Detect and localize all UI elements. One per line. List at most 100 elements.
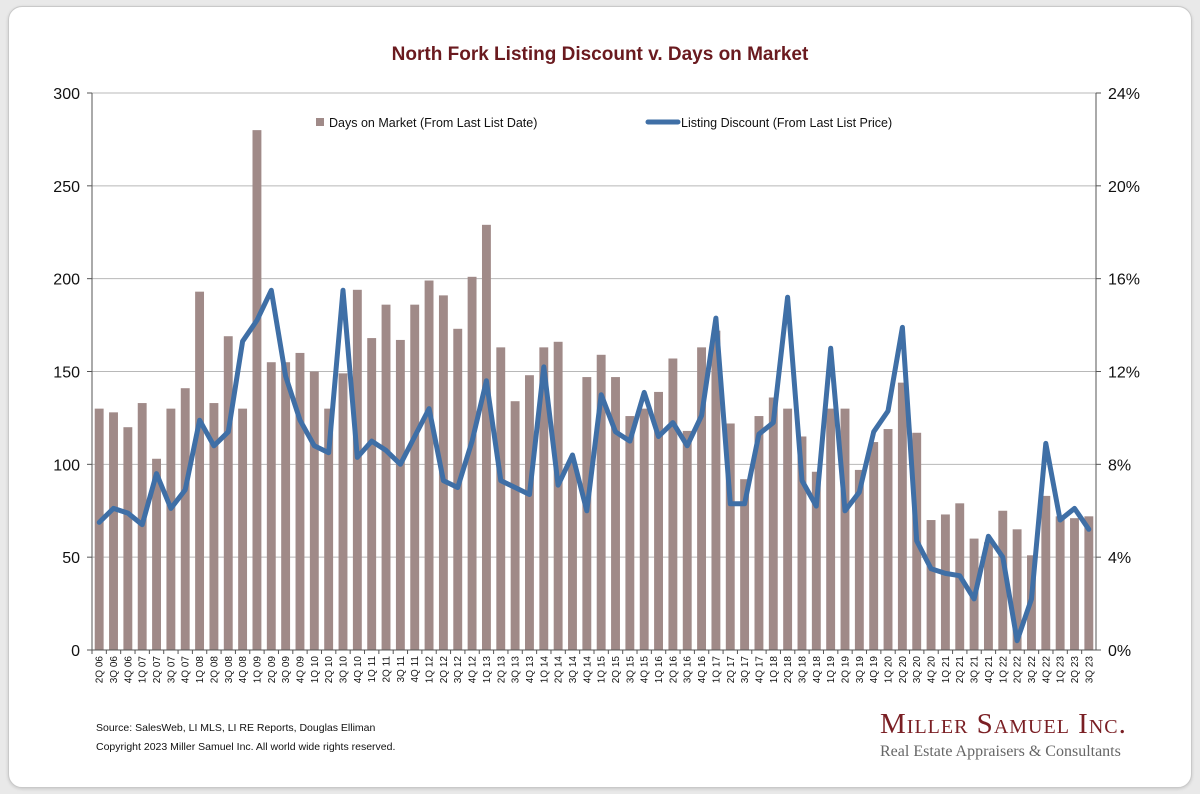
x-tick-label: 4Q 17 xyxy=(754,656,765,684)
legend: Days on Market (From Last List Date) List… xyxy=(316,116,892,130)
right-tick-label: 0% xyxy=(1108,643,1131,660)
x-tick-label: 4Q 08 xyxy=(238,656,249,684)
bar xyxy=(539,347,549,650)
bar xyxy=(94,408,104,650)
bar xyxy=(596,354,606,650)
bar xyxy=(983,542,993,650)
bar xyxy=(826,408,836,650)
x-tick-label: 2Q 14 xyxy=(554,656,565,684)
x-tick-label: 2Q 06 xyxy=(95,656,106,684)
bar xyxy=(367,338,377,650)
bar xyxy=(510,401,520,650)
bar xyxy=(883,429,893,650)
x-tick-label: 3Q 09 xyxy=(281,656,292,684)
x-tick-label: 1Q 16 xyxy=(654,656,665,684)
bar xyxy=(711,330,721,650)
x-tick-label: 4Q 19 xyxy=(869,656,880,684)
right-tick-label: 12% xyxy=(1108,365,1140,382)
x-tick-label: 3Q 14 xyxy=(568,656,579,684)
right-tick-label: 8% xyxy=(1108,457,1131,474)
bar xyxy=(625,416,635,650)
series-line xyxy=(96,287,1092,644)
right-tick-label: 24% xyxy=(1108,86,1140,103)
x-tick-label: 3Q 11 xyxy=(396,656,407,683)
bar xyxy=(324,408,334,650)
bar xyxy=(639,408,649,650)
x-tick-label: 2Q 16 xyxy=(668,656,679,684)
logo-name: Miller Samuel Inc. xyxy=(880,708,1127,740)
bar xyxy=(1055,516,1065,650)
bar xyxy=(797,436,807,650)
x-tick-label: 3Q 07 xyxy=(166,656,177,684)
x-tick-label: 2Q 20 xyxy=(898,656,909,684)
bar xyxy=(467,276,477,650)
bar xyxy=(926,520,936,650)
x-tick-label: 4Q 15 xyxy=(640,656,651,684)
company-logo: Miller Samuel Inc. Real Estate Appraiser… xyxy=(880,708,1140,761)
bar xyxy=(1012,529,1022,650)
x-tick-label: 3Q 17 xyxy=(740,656,751,684)
bar xyxy=(109,412,118,650)
x-tick-label: 1Q 09 xyxy=(252,656,263,684)
left-tick-label: 300 xyxy=(53,86,80,103)
bar xyxy=(1070,518,1079,650)
x-tick-label: 4Q 11 xyxy=(410,656,421,683)
bar xyxy=(768,397,778,650)
right-tick-label: 4% xyxy=(1108,550,1131,567)
left-tick-label: 50 xyxy=(62,550,80,567)
x-tick-label: 2Q 22 xyxy=(1013,656,1024,684)
x-tick-label: 4Q 06 xyxy=(123,656,134,684)
x-tick-label: 2Q 18 xyxy=(783,656,794,684)
bar xyxy=(195,291,205,650)
x-tick-label: 3Q 19 xyxy=(855,656,866,684)
x-axis-ticks: 2Q 06 3Q 06 4Q 06 1Q 07 2Q 07 3Q 07 4Q 07 1Q 08… xyxy=(91,650,1095,684)
left-axis-ticks: 0 50 100 150 200 250 300 xyxy=(53,86,92,660)
x-tick-label: 1Q 07 xyxy=(138,656,149,684)
x-tick-label: 1Q 14 xyxy=(539,656,550,684)
x-tick-label: 3Q 21 xyxy=(970,656,981,684)
x-tick-label: 2Q 09 xyxy=(267,656,278,684)
x-tick-label: 4Q 21 xyxy=(984,656,995,684)
x-tick-label: 3Q 10 xyxy=(339,656,350,684)
x-tick-label: 1Q 21 xyxy=(941,656,952,684)
bar xyxy=(582,377,592,650)
x-tick-label: 4Q 12 xyxy=(468,656,479,684)
x-tick-label: 2Q 17 xyxy=(726,656,737,684)
bar xyxy=(123,427,133,650)
right-tick-label: 16% xyxy=(1108,272,1140,289)
x-tick-label: 1Q 23 xyxy=(1056,656,1067,684)
right-axis-ticks: 0% 4% 8% 12% 16% 20% 24% xyxy=(1096,86,1140,660)
bar xyxy=(725,423,735,650)
bar xyxy=(668,358,678,650)
x-tick-label: 4Q 09 xyxy=(295,656,306,684)
left-tick-label: 0 xyxy=(71,643,80,660)
bar xyxy=(1084,516,1094,650)
bar xyxy=(266,362,276,650)
bar xyxy=(525,375,534,650)
x-tick-label: 4Q 07 xyxy=(181,656,192,684)
bar xyxy=(395,339,405,650)
bar xyxy=(811,471,821,650)
bar xyxy=(238,408,248,650)
x-tick-label: 2Q 23 xyxy=(1070,656,1081,684)
left-tick-label: 100 xyxy=(53,457,80,474)
bar xyxy=(424,280,434,650)
x-tick-label: 3Q 20 xyxy=(912,656,923,684)
bar xyxy=(295,352,305,650)
bar xyxy=(410,304,420,650)
bar xyxy=(496,347,506,650)
left-tick-label: 200 xyxy=(53,272,80,289)
bar xyxy=(697,347,707,650)
bar xyxy=(568,462,577,650)
bar xyxy=(553,341,563,650)
x-tick-label: 2Q 07 xyxy=(152,656,163,684)
left-tick-label: 250 xyxy=(53,179,80,196)
bar xyxy=(754,416,764,650)
bar xyxy=(869,442,879,650)
x-tick-label: 2Q 10 xyxy=(324,656,335,684)
bar xyxy=(998,510,1008,650)
bar xyxy=(252,130,262,651)
bar xyxy=(209,403,219,650)
x-tick-label: 2Q 15 xyxy=(611,656,622,684)
